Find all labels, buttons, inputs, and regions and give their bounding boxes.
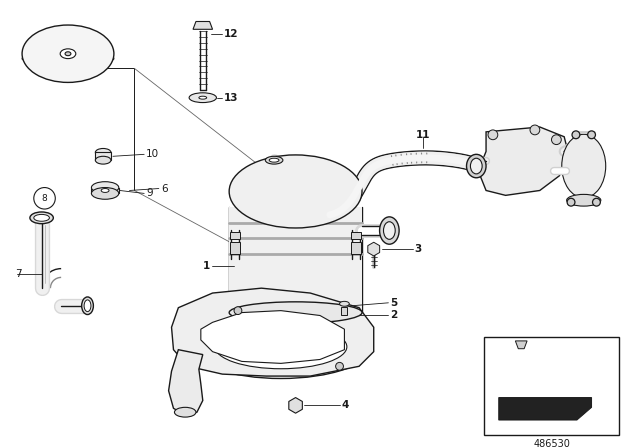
Circle shape — [588, 131, 595, 139]
Circle shape — [552, 135, 561, 145]
Ellipse shape — [470, 158, 482, 174]
Circle shape — [530, 125, 540, 135]
Circle shape — [572, 131, 580, 139]
Circle shape — [488, 130, 498, 140]
Ellipse shape — [22, 25, 114, 82]
Ellipse shape — [266, 156, 283, 164]
Bar — [95, 152, 111, 160]
Ellipse shape — [92, 182, 119, 194]
Text: 13: 13 — [224, 93, 239, 103]
Ellipse shape — [65, 52, 71, 56]
Text: 1: 1 — [202, 261, 210, 271]
Ellipse shape — [467, 154, 486, 178]
Bar — [351, 242, 361, 254]
Text: 2: 2 — [390, 310, 397, 319]
Polygon shape — [172, 288, 374, 376]
Ellipse shape — [229, 155, 362, 228]
Text: 486530: 486530 — [533, 439, 570, 448]
Ellipse shape — [215, 325, 347, 369]
Circle shape — [335, 362, 344, 370]
Text: 9: 9 — [146, 189, 153, 198]
Ellipse shape — [383, 222, 396, 239]
Polygon shape — [168, 350, 203, 415]
Polygon shape — [289, 397, 302, 413]
Bar — [229, 207, 362, 313]
Ellipse shape — [566, 194, 601, 206]
Text: 11: 11 — [415, 130, 430, 140]
Ellipse shape — [92, 188, 119, 199]
Text: 6: 6 — [161, 184, 168, 194]
Polygon shape — [478, 127, 569, 195]
Bar — [230, 242, 240, 254]
Polygon shape — [499, 397, 591, 420]
Ellipse shape — [84, 300, 91, 312]
Text: 3: 3 — [415, 244, 422, 254]
Ellipse shape — [34, 215, 49, 221]
Text: 7: 7 — [15, 268, 22, 279]
Circle shape — [292, 401, 300, 409]
Text: 8: 8 — [489, 340, 496, 350]
Circle shape — [234, 307, 242, 314]
Ellipse shape — [191, 315, 371, 379]
Ellipse shape — [175, 407, 196, 417]
Circle shape — [593, 198, 600, 206]
Ellipse shape — [95, 156, 111, 164]
Ellipse shape — [269, 158, 279, 162]
Polygon shape — [515, 341, 527, 349]
Polygon shape — [342, 307, 348, 314]
Circle shape — [34, 188, 55, 209]
Ellipse shape — [82, 297, 93, 314]
Ellipse shape — [229, 302, 362, 323]
Circle shape — [567, 198, 575, 206]
Ellipse shape — [199, 96, 207, 99]
Bar — [230, 232, 240, 239]
Text: 4: 4 — [342, 401, 349, 410]
Text: 8: 8 — [42, 194, 47, 203]
Text: 5: 5 — [390, 298, 397, 308]
Ellipse shape — [60, 49, 76, 59]
Ellipse shape — [30, 212, 53, 224]
Bar — [92, 188, 119, 194]
Ellipse shape — [101, 189, 109, 193]
Polygon shape — [193, 22, 212, 29]
Polygon shape — [201, 310, 344, 363]
Ellipse shape — [189, 93, 216, 103]
Bar — [351, 232, 361, 239]
Ellipse shape — [340, 302, 349, 306]
Polygon shape — [368, 242, 380, 256]
Ellipse shape — [95, 148, 111, 156]
Ellipse shape — [562, 134, 605, 198]
Ellipse shape — [22, 53, 114, 65]
Text: 10: 10 — [146, 149, 159, 159]
Ellipse shape — [380, 217, 399, 244]
Bar — [484, 337, 619, 435]
Text: 12: 12 — [224, 29, 239, 39]
